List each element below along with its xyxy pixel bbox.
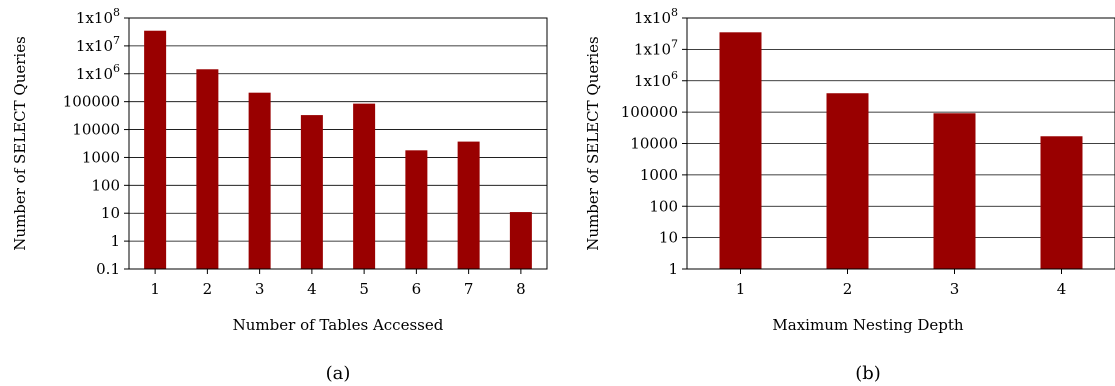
- x-tick-label: 6: [412, 280, 422, 298]
- bar-3: [248, 92, 271, 269]
- chart-b-y-ticks: 1 10 100 1000 10000 100000 1x106 1x107 1x108: [621, 6, 687, 278]
- chart-b: 1 10 100 1000 10000 100000 1x106 1x107 1x108 1 2 3…: [584, 6, 1115, 384]
- x-tick-label: 3: [950, 280, 960, 298]
- chart-b-x-ticks: 1 2 3 4: [736, 269, 1067, 298]
- y-tick-label: 1000: [82, 148, 120, 166]
- x-tick-label: 4: [1057, 280, 1067, 298]
- y-tick-label: 1x107: [634, 37, 678, 58]
- x-tick-label: 7: [464, 280, 474, 298]
- bar-7: [457, 141, 480, 269]
- bar-4: [300, 115, 323, 269]
- y-tick-label: 1000: [640, 166, 678, 184]
- chart-a-y-ticks: 0.1 1 10 100 1000 10000 100000 1x106 1x107 1x108: [63, 6, 129, 278]
- x-tick-label: 4: [307, 280, 317, 298]
- x-tick-label: 3: [255, 280, 265, 298]
- y-tick-label: 1x108: [634, 6, 678, 27]
- bar-1: [719, 32, 762, 269]
- bar-5: [353, 103, 376, 269]
- y-tick-label: 1: [668, 260, 678, 278]
- y-tick-label: 100: [91, 176, 120, 194]
- x-tick-label: 5: [359, 280, 369, 298]
- chart-b-x-axis-label: Maximum Nesting Depth: [772, 316, 964, 334]
- y-tick-label: 1x106: [76, 62, 120, 83]
- x-tick-label: 2: [843, 280, 853, 298]
- chart-a-x-axis-label: Number of Tables Accessed: [233, 316, 444, 334]
- chart-a: 0.11101001000100001000001x1061x1071x108 …: [11, 6, 548, 384]
- bar-4: [1040, 136, 1083, 269]
- x-tick-label: 8: [516, 280, 526, 298]
- y-tick-label: 1x107: [76, 34, 120, 55]
- chart-a-y-axis-label: Number of SELECT Queries: [11, 36, 29, 251]
- y-tick-label: 1x108: [76, 6, 120, 27]
- y-tick-label: 10: [659, 229, 678, 247]
- chart-b-caption: (b): [855, 363, 881, 384]
- y-tick-label: 100000: [63, 93, 120, 111]
- y-tick-label: 100000: [621, 103, 678, 121]
- bar-3: [933, 113, 976, 269]
- chart-a-caption: (a): [326, 363, 351, 384]
- x-tick-label: 1: [150, 280, 160, 298]
- chart-a-bars: [144, 30, 532, 269]
- y-tick-label: 10: [101, 204, 120, 222]
- chart-b-plot-frame: [686, 17, 1115, 270]
- x-tick-label: 1: [736, 280, 746, 298]
- y-tick-label: 1x106: [634, 69, 678, 90]
- y-tick-label: 10000: [72, 121, 120, 139]
- chart-a-plot-frame: [128, 17, 548, 270]
- x-tick-label: 2: [203, 280, 213, 298]
- bar-8: [509, 212, 532, 269]
- y-tick-label: 100: [649, 197, 678, 215]
- chart-b-y-axis-label: Number of SELECT Queries: [584, 36, 602, 251]
- y-tick-label: 0.1: [96, 260, 120, 278]
- chart-b-bars: [719, 32, 1083, 269]
- y-tick-label: 1: [110, 232, 120, 250]
- y-tick-label: 10000: [630, 135, 678, 153]
- bar-2: [196, 69, 219, 269]
- chart-a-x-ticks: 1 2 3 4 5 6 7 8: [150, 269, 526, 298]
- chart-a-grid: [129, 17, 547, 242]
- bar-1: [144, 30, 167, 269]
- bar-6: [405, 150, 428, 269]
- bar-2: [826, 93, 869, 269]
